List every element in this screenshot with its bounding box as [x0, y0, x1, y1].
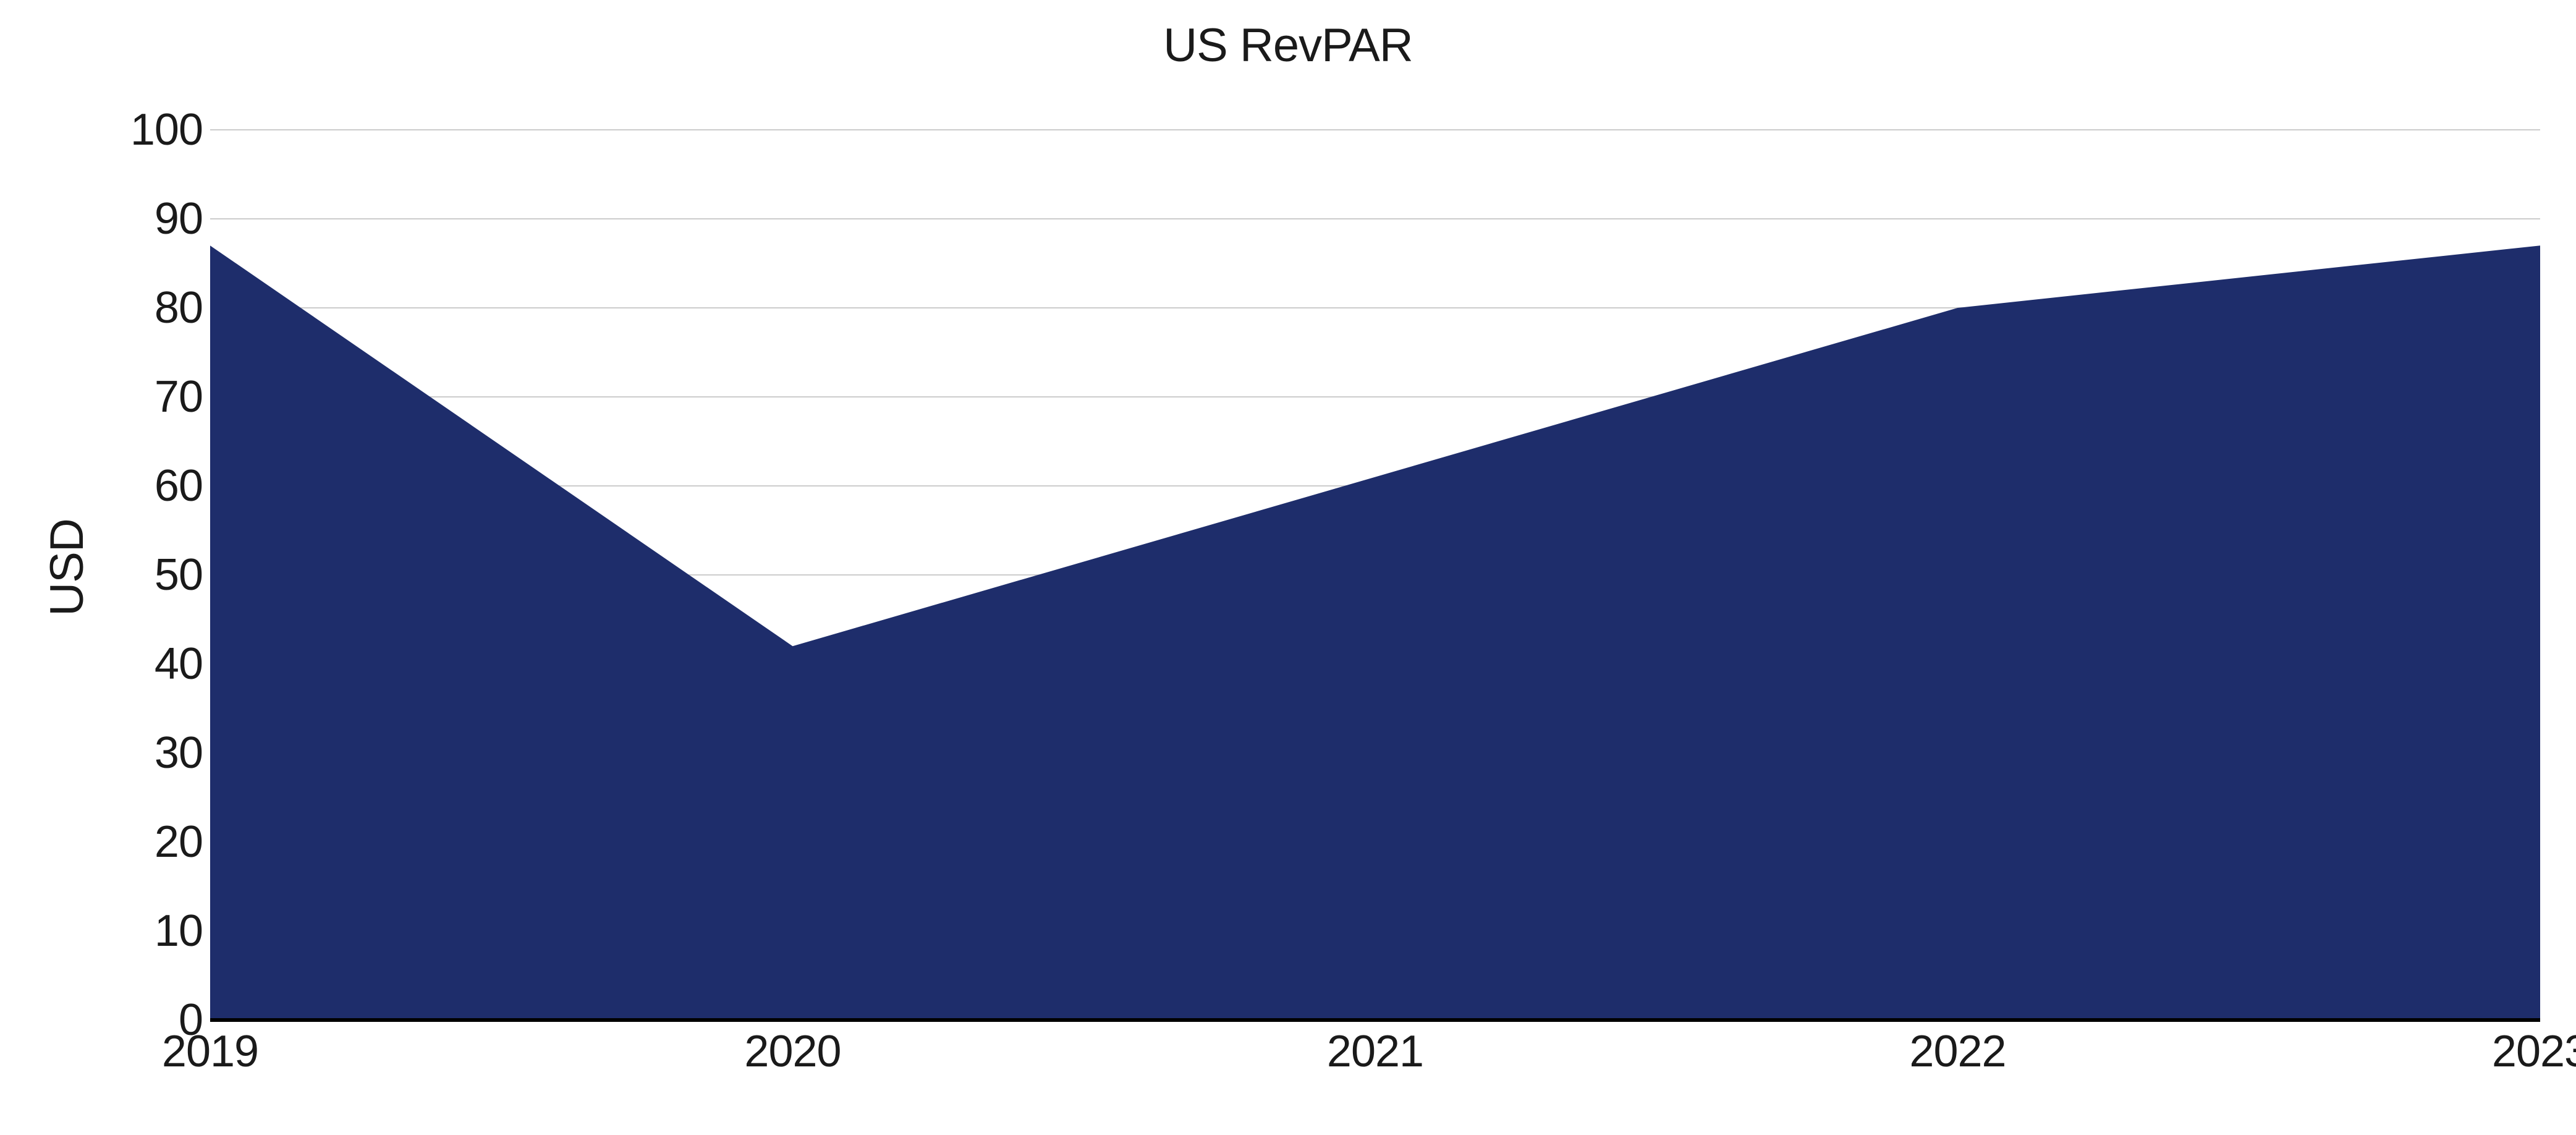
plot-area [210, 130, 2540, 1020]
y-tick-label: 80 [110, 283, 203, 333]
chart-title: US RevPAR [1163, 19, 1412, 72]
x-tick-label: 2020 [744, 1026, 841, 1077]
area-path [210, 245, 2540, 1020]
chart-container: US RevPAR USD 01020304050607080901002019… [0, 0, 2576, 1135]
x-tick-label: 2022 [1909, 1026, 2006, 1077]
y-tick-label: 100 [110, 104, 203, 155]
x-tick-label: 2019 [162, 1026, 258, 1077]
area-fill [210, 130, 2540, 1020]
y-tick-label: 20 [110, 817, 203, 867]
y-tick-label: 40 [110, 639, 203, 689]
y-tick-label: 50 [110, 550, 203, 600]
y-tick-label: 10 [110, 906, 203, 956]
y-tick-label: 30 [110, 728, 203, 778]
y-tick-label: 70 [110, 372, 203, 422]
y-tick-label: 90 [110, 193, 203, 244]
x-axis-line [210, 1018, 2540, 1022]
y-tick-label: 60 [110, 461, 203, 511]
x-tick-label: 2023 [2492, 1026, 2576, 1077]
x-tick-label: 2021 [1327, 1026, 1423, 1077]
y-axis-label: USD [40, 519, 94, 616]
